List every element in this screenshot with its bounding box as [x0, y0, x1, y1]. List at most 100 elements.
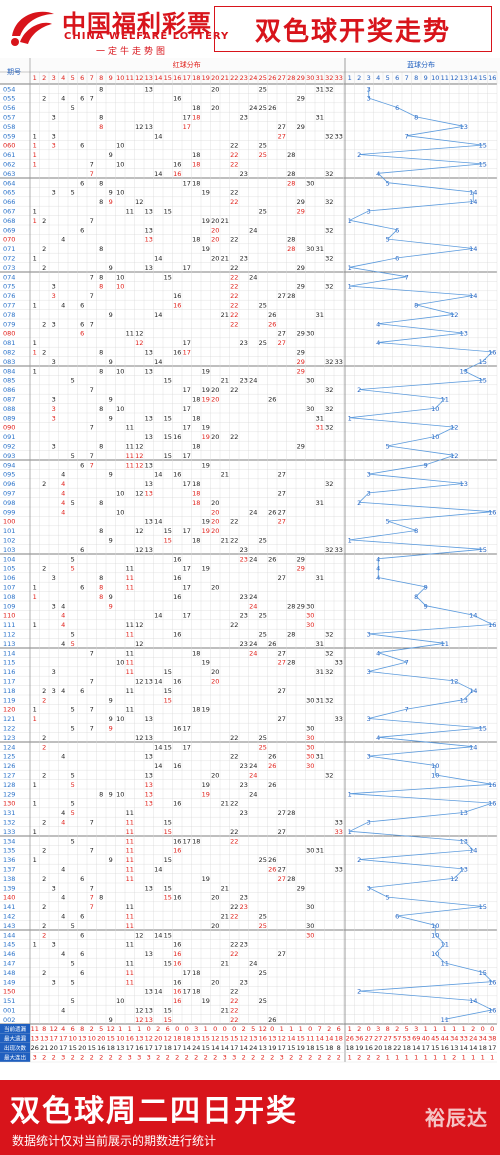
period-label: 114 — [3, 649, 15, 657]
red-ball-number: 17 — [183, 612, 191, 620]
red-ball-number: 24 — [249, 555, 257, 563]
red-ball-number: 31 — [316, 245, 324, 253]
red-ball-number: 2 — [42, 743, 46, 751]
red-ball-number: 30 — [306, 743, 314, 751]
stat-red-value: 3 — [128, 1054, 132, 1062]
red-ball-number: 4 — [61, 499, 65, 507]
red-ball-number: 16 — [173, 349, 181, 357]
red-ball-number: 9 — [109, 264, 113, 272]
stat-red-value: 1 — [280, 1025, 284, 1033]
red-ball-number: 26 — [268, 1016, 276, 1024]
stat-red-value: 2 — [185, 1054, 189, 1062]
stat-red-value: 2 — [90, 1025, 94, 1033]
blue-ball-number: 3 — [367, 819, 371, 827]
red-ball-number: 30 — [306, 734, 314, 742]
red-column-number: 8 — [99, 74, 103, 82]
red-ball-number: 9 — [109, 198, 113, 206]
red-ball-number: 19 — [202, 875, 210, 883]
red-ball-number: 2 — [42, 734, 46, 742]
period-label: 119 — [3, 696, 15, 704]
red-ball-number: 18 — [192, 236, 200, 244]
red-ball-number: 4 — [61, 621, 65, 629]
red-ball-number: 7 — [90, 320, 94, 328]
red-ball-number: 24 — [249, 273, 257, 281]
red-ball-number: 20 — [211, 922, 219, 930]
blue-column-number: 4 — [376, 74, 380, 82]
period-label: 110 — [3, 612, 15, 620]
red-ball-number: 1 — [33, 367, 37, 375]
blue-column-number: 10 — [431, 74, 439, 82]
red-ball-number: 32 — [325, 198, 333, 206]
stat-red-value: 16 — [135, 1044, 143, 1052]
stat-red-value: 12 — [240, 1035, 248, 1043]
period-label: 080 — [3, 330, 15, 338]
red-column-number: 21 — [221, 74, 229, 82]
red-ball-number: 12 — [135, 490, 143, 498]
stat-blue-value: 1 — [348, 1054, 352, 1062]
period-label: 072 — [3, 255, 15, 263]
stat-blue-value: 2 — [452, 1054, 456, 1062]
period-label: 111 — [3, 621, 15, 629]
red-ball-number: 3 — [52, 132, 56, 140]
red-ball-number: 21 — [221, 255, 229, 263]
blue-ball-number: 4 — [376, 734, 380, 742]
red-ball-number: 29 — [297, 443, 305, 451]
red-ball-number: 1 — [33, 856, 37, 864]
stat-red-value: 4 — [61, 1025, 65, 1033]
red-ball-number: 13 — [145, 734, 153, 742]
stat-blue-value: 1 — [424, 1025, 428, 1033]
red-ball-number: 23 — [240, 555, 248, 563]
blue-ball-number: 16 — [488, 978, 496, 986]
blue-column-number: 2 — [357, 74, 361, 82]
blue-ball-number: 10 — [431, 433, 439, 441]
red-ball-number: 15 — [164, 537, 172, 545]
red-ball-number: 12 — [135, 546, 143, 554]
red-column-number: 6 — [80, 74, 84, 82]
period-label: 106 — [3, 574, 15, 582]
red-ball-number: 11 — [126, 960, 134, 968]
red-column-number: 10 — [116, 74, 124, 82]
period-label: 138 — [3, 875, 15, 883]
blue-ball-number: 12 — [450, 424, 458, 432]
stat-red-value: 24 — [249, 1044, 257, 1052]
red-ball-number: 31 — [316, 85, 324, 93]
red-ball-number: 22 — [230, 837, 238, 845]
blue-column-number: 16 — [488, 74, 496, 82]
red-column-number: 26 — [268, 74, 276, 82]
red-ball-number: 9 — [109, 696, 113, 704]
red-ball-number: 18 — [192, 179, 200, 187]
stat-blue-value: 15 — [431, 1044, 439, 1052]
red-ball-number: 20 — [211, 894, 219, 902]
red-ball-number: 1 — [33, 142, 37, 150]
stat-blue-value: 34 — [479, 1035, 487, 1043]
red-ball-number: 32 — [325, 405, 333, 413]
red-ball-number: 18 — [192, 443, 200, 451]
blue-ball-number: 13 — [460, 480, 468, 488]
red-ball-number: 7 — [90, 452, 94, 460]
stat-blue-value: 14 — [460, 1044, 468, 1052]
red-ball-number: 9 — [109, 471, 113, 479]
red-ball-number: 4 — [61, 508, 65, 516]
red-ball-number: 2 — [42, 480, 46, 488]
blue-ball-number: 10 — [431, 931, 439, 939]
red-ball-number: 1 — [33, 339, 37, 347]
red-ball-number: 4 — [61, 612, 65, 620]
period-label: 143 — [3, 922, 15, 930]
stat-red-value: 2 — [109, 1054, 113, 1062]
red-ball-number: 18 — [192, 161, 200, 169]
stat-red-value: 15 — [202, 1035, 210, 1043]
blue-ball-number: 2 — [357, 386, 361, 394]
stat-red-value: 0 — [232, 1025, 236, 1033]
stat-red-value: 17 — [126, 1044, 134, 1052]
red-ball-number: 31 — [316, 753, 324, 761]
red-ball-number: 21 — [221, 217, 229, 225]
red-ball-number: 9 — [109, 396, 113, 404]
red-ball-number: 30 — [306, 762, 314, 770]
stat-blue-value: 18 — [479, 1044, 487, 1052]
red-ball-number: 15 — [164, 273, 172, 281]
blue-ball-number: 9 — [424, 461, 428, 469]
red-ball-number: 22 — [230, 941, 238, 949]
red-ball-number: 32 — [325, 226, 333, 234]
red-ball-number: 22 — [230, 273, 238, 281]
period-label: 079 — [3, 320, 15, 328]
